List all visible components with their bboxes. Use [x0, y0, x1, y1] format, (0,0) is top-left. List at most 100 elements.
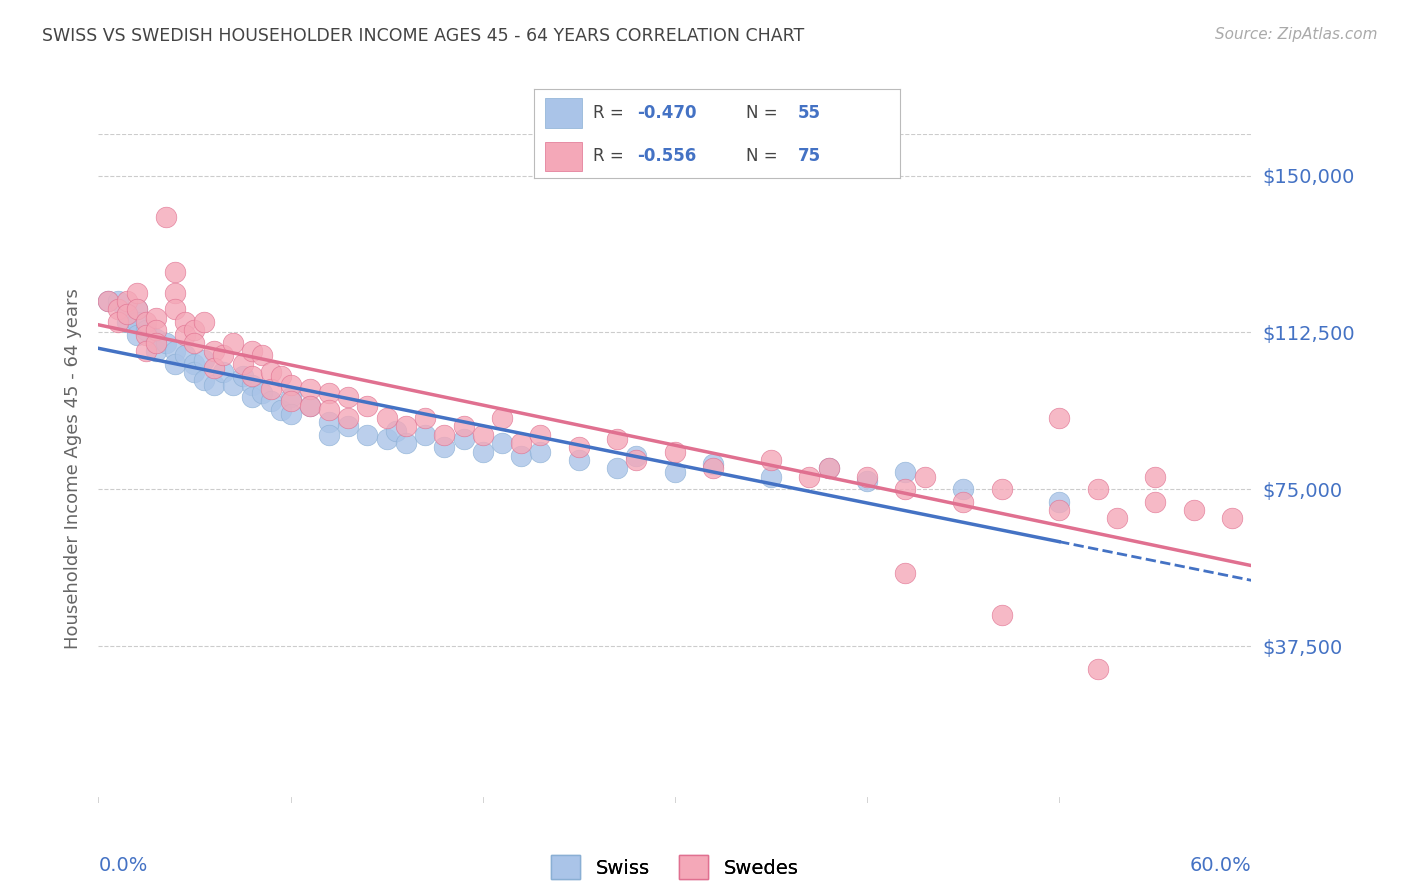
Point: [202, 344, 225, 359]
Point: [193, 315, 215, 329]
Text: R =: R =: [593, 147, 628, 165]
Point: [413, 428, 436, 442]
Point: [433, 428, 456, 442]
Point: [471, 428, 494, 442]
Point: [337, 411, 360, 425]
Point: [952, 494, 974, 508]
Point: [212, 348, 235, 362]
Text: -0.470: -0.470: [637, 104, 696, 122]
Point: [375, 411, 398, 425]
Text: 60.0%: 60.0%: [1189, 856, 1251, 875]
Point: [1144, 469, 1167, 483]
Point: [97, 294, 120, 309]
Text: N =: N =: [747, 147, 783, 165]
Point: [626, 453, 648, 467]
Point: [145, 344, 167, 359]
Text: N =: N =: [747, 104, 783, 122]
Point: [1220, 511, 1243, 525]
Point: [817, 461, 839, 475]
Point: [155, 335, 177, 350]
Point: [453, 432, 475, 446]
FancyBboxPatch shape: [546, 142, 582, 171]
Point: [894, 482, 917, 496]
Point: [125, 327, 148, 342]
Point: [117, 294, 138, 309]
Point: [990, 607, 1012, 622]
Point: [107, 294, 129, 309]
Point: [318, 415, 340, 429]
Point: [298, 399, 321, 413]
Point: [212, 365, 235, 379]
Point: [413, 411, 436, 425]
Legend: Swiss, Swedes: Swiss, Swedes: [543, 847, 807, 887]
Y-axis label: Householder Income Ages 45 - 64 years: Householder Income Ages 45 - 64 years: [63, 288, 82, 648]
Point: [568, 453, 591, 467]
Text: R =: R =: [593, 104, 628, 122]
Point: [183, 357, 205, 371]
Point: [337, 419, 360, 434]
Point: [280, 394, 302, 409]
Point: [183, 323, 205, 337]
Point: [453, 419, 475, 434]
Point: [356, 399, 378, 413]
Point: [568, 441, 591, 455]
Point: [125, 285, 148, 300]
Point: [250, 348, 273, 362]
Point: [240, 377, 263, 392]
Point: [606, 461, 628, 475]
Point: [250, 386, 273, 401]
Point: [280, 377, 302, 392]
Point: [155, 211, 177, 225]
Point: [356, 428, 378, 442]
Point: [125, 302, 148, 317]
Point: [894, 466, 917, 480]
Point: [318, 402, 340, 417]
Point: [260, 365, 283, 379]
Point: [914, 469, 936, 483]
Point: [183, 365, 205, 379]
Point: [125, 302, 148, 317]
Point: [135, 315, 157, 329]
Point: [202, 361, 225, 376]
Point: [270, 369, 292, 384]
Point: [222, 377, 245, 392]
Point: [1047, 411, 1070, 425]
Point: [318, 386, 340, 401]
Point: [664, 444, 686, 458]
Point: [260, 382, 283, 396]
Point: [165, 302, 187, 317]
Text: SWISS VS SWEDISH HOUSEHOLDER INCOME AGES 45 - 64 YEARS CORRELATION CHART: SWISS VS SWEDISH HOUSEHOLDER INCOME AGES…: [42, 27, 804, 45]
Point: [433, 441, 456, 455]
Point: [135, 327, 157, 342]
Point: [491, 436, 513, 450]
Point: [174, 348, 197, 362]
Point: [952, 482, 974, 496]
Point: [1105, 511, 1128, 525]
Point: [107, 315, 129, 329]
Point: [117, 307, 138, 321]
Point: [1182, 503, 1205, 517]
Point: [202, 377, 225, 392]
Point: [135, 323, 157, 337]
FancyBboxPatch shape: [546, 98, 582, 128]
Point: [193, 374, 215, 388]
Point: [375, 432, 398, 446]
Text: -0.556: -0.556: [637, 147, 696, 165]
Point: [856, 469, 879, 483]
Point: [395, 419, 418, 434]
Point: [990, 482, 1012, 496]
Point: [145, 332, 167, 346]
Point: [174, 327, 197, 342]
Point: [510, 449, 533, 463]
Point: [298, 382, 321, 396]
Point: [337, 390, 360, 404]
Point: [240, 344, 263, 359]
Point: [510, 436, 533, 450]
Point: [117, 307, 138, 321]
Point: [759, 453, 782, 467]
Point: [817, 461, 839, 475]
Point: [395, 436, 418, 450]
Point: [260, 394, 283, 409]
Point: [193, 352, 215, 367]
Point: [702, 457, 724, 471]
